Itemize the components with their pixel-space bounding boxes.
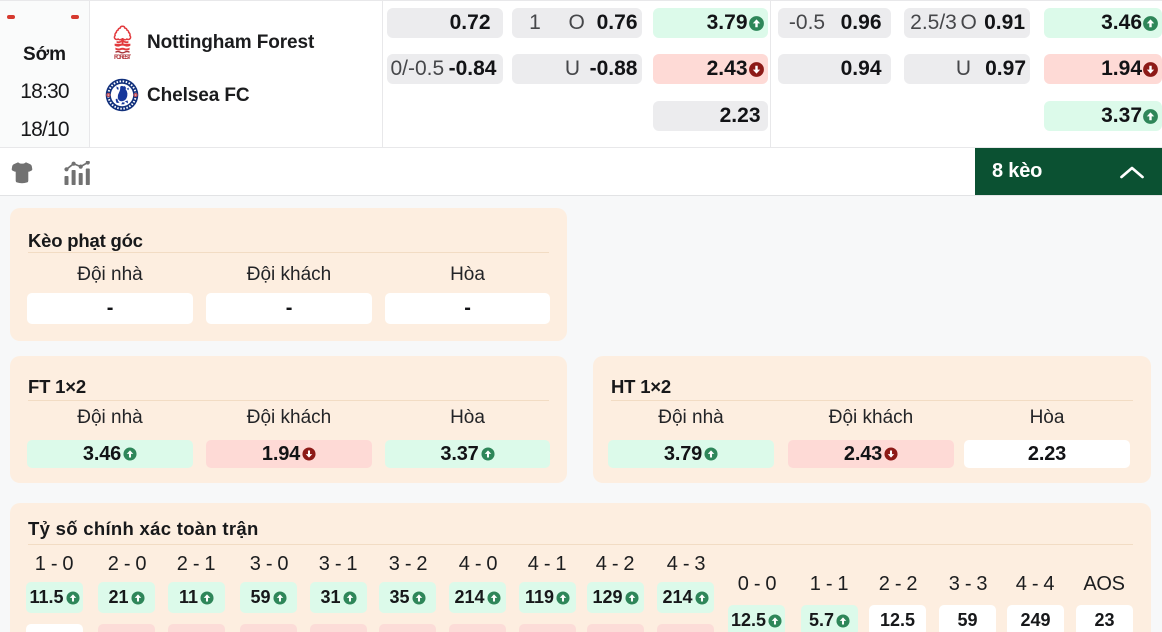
svg-text:FOREST: FOREST bbox=[114, 54, 131, 60]
